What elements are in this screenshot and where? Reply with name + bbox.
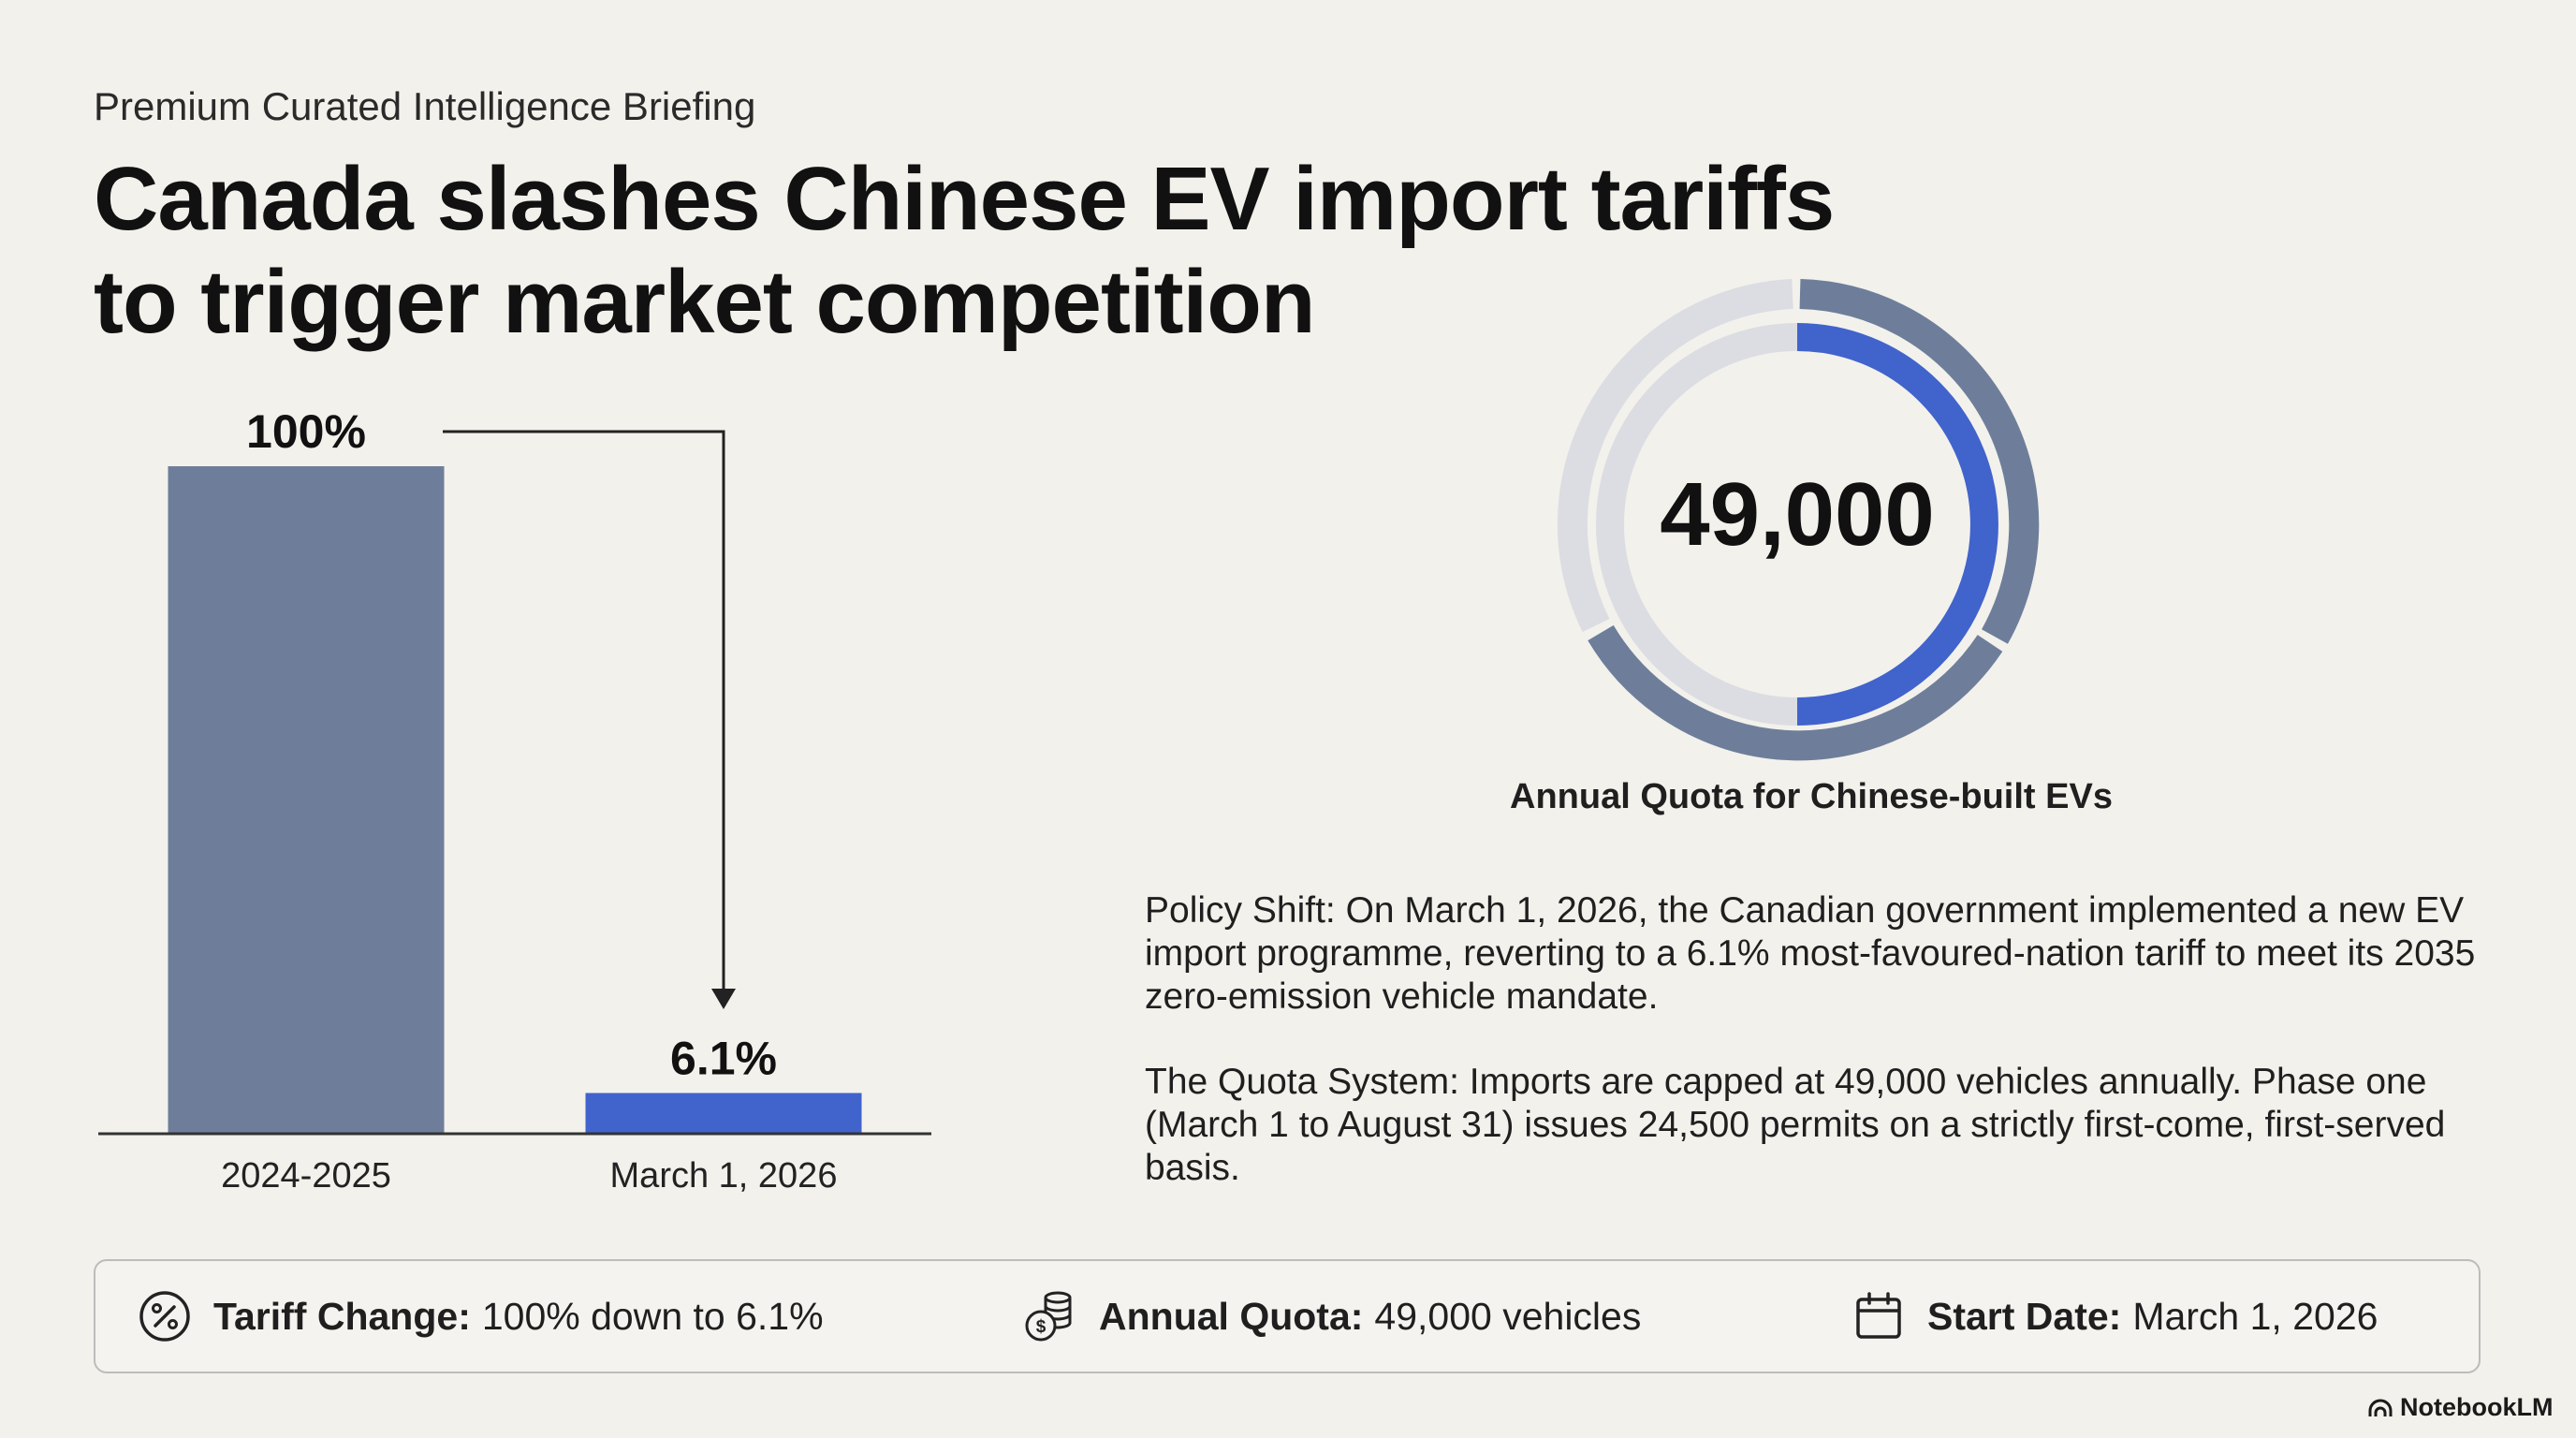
donut-caption: Annual Quota for Chinese-built EVs [1510,777,2113,816]
drop-arrow-line [443,430,725,990]
svg-text:$: $ [1036,1317,1046,1337]
x-tick-label-march-2026: March 1, 2026 [610,1156,838,1196]
quota-center-value: 49,000 [1660,464,1935,565]
bar-value-label-2024-2025: 100% [246,405,366,458]
kicker-text: Premium Curated Intelligence Briefing [94,84,756,128]
calendar-icon [1856,1292,1901,1339]
notebooklm-icon [2368,1399,2393,1416]
stat-start-date: Start Date: March 1, 2026 [1851,1261,2378,1372]
page-title: Canada slashes Chinese EV import tariffs… [94,148,1872,354]
outer-ring-segment-left [1557,279,1793,633]
bar-value-label-march-2026: 6.1% [670,1033,777,1085]
stat-tariff-change: Tariff Change: 100% down to 6.1% [137,1261,824,1372]
policy-shift-paragraph: Policy Shift: On March 1, 2026, the Cana… [1145,890,2476,1017]
coin-stack-icon: $ [1025,1291,1072,1342]
percent-icon [139,1291,190,1342]
x-tick-label-2024-2025: 2024-2025 [221,1156,391,1196]
bar-2024-2025 [168,466,445,1134]
outer-ring-segment-right [1799,279,2040,644]
stat-annual-quota: $ Annual Quota: 49,000 vehicles [1022,1261,1641,1372]
bar-march-2026 [585,1093,862,1134]
drop-arrow-head [711,989,736,1009]
stat-tariff-value: 100% down to 6.1% [481,1294,824,1338]
brand-name: NotebookLM [2400,1393,2554,1421]
outer-ring-segment-bottom [1588,624,2003,761]
stat-start-label: Start Date: [1927,1294,2122,1338]
quota-donut-chart: 49,000 [1544,271,2050,777]
notebooklm-logo: NotebookLM [2368,1393,2553,1422]
title-line-2: to trigger market competition [94,252,1316,352]
title-line-1: Canada slashes Chinese EV import tariffs [94,149,1835,249]
stat-quota-label: Annual Quota: [1099,1294,1364,1338]
outer-ring [1557,279,2040,761]
quota-phase-one-arc [1796,323,1998,726]
stat-quota-value: 49,000 vehicles [1374,1294,1642,1338]
stat-tariff-label: Tariff Change: [213,1294,471,1338]
tariff-bar-chart: 100% 6.1% 2024-2025 March 1, 2026 [98,405,931,1196]
quota-system-paragraph: The Quota System: Imports are capped at … [1145,1062,2446,1188]
stat-start-value: March 1, 2026 [2132,1294,2378,1338]
key-stats-bar: Tariff Change: 100% down to 6.1% $ Annua… [94,1259,2481,1373]
